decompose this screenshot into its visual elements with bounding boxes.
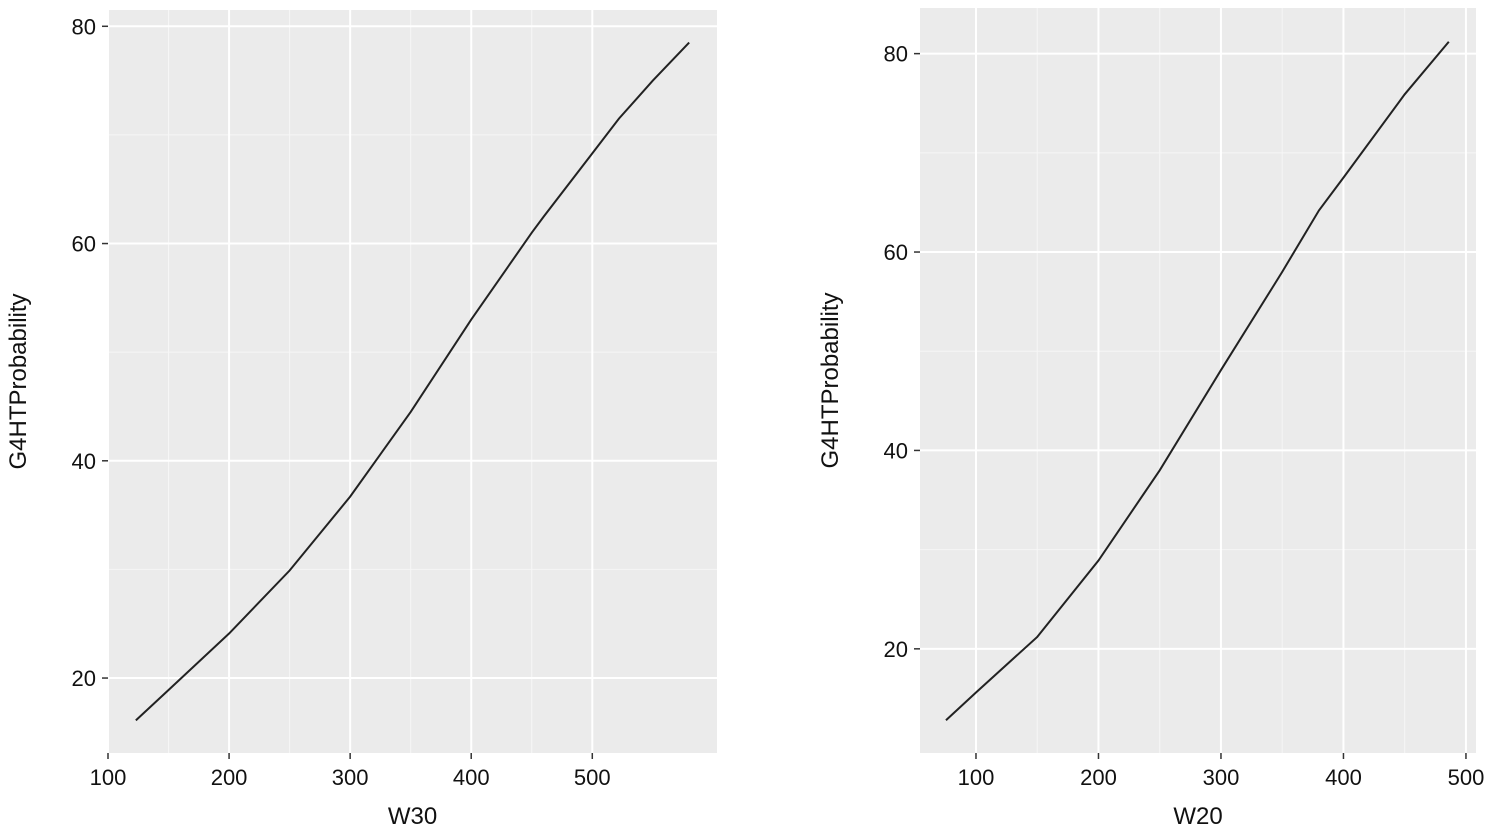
line-series: [135, 41, 690, 722]
y-tick-label: 80: [884, 42, 908, 67]
x-tick-label: 200: [1080, 765, 1117, 790]
x-tick-label: 100: [90, 765, 127, 790]
x-tick-label: 400: [453, 765, 490, 790]
y-axis-label: G4HTProbability: [817, 292, 844, 468]
y-tick-label: 40: [72, 449, 96, 474]
x-tick-label: 400: [1325, 765, 1362, 790]
x-tick-label: 100: [958, 765, 995, 790]
line-series: [945, 41, 1450, 721]
x-tick-label: 300: [1203, 765, 1240, 790]
y-tick-label: 20: [72, 666, 96, 691]
y-tick-label: 60: [72, 232, 96, 257]
plot-panel: [920, 8, 1476, 753]
x-tick-label: 500: [574, 765, 611, 790]
plot-panel: [108, 10, 717, 753]
y-tick-label: 20: [884, 637, 908, 662]
y-tick-label: 80: [72, 14, 96, 39]
x-tick-label: 200: [211, 765, 248, 790]
x-axis-label: W20: [1173, 803, 1222, 830]
x-axis-label: W30: [388, 803, 437, 830]
y-tick-label: 60: [884, 240, 908, 265]
y-axis-label: G4HTProbability: [5, 293, 32, 469]
x-tick-label: 300: [332, 765, 369, 790]
x-tick-label: 500: [1448, 765, 1485, 790]
y-tick-label: 40: [884, 438, 908, 463]
